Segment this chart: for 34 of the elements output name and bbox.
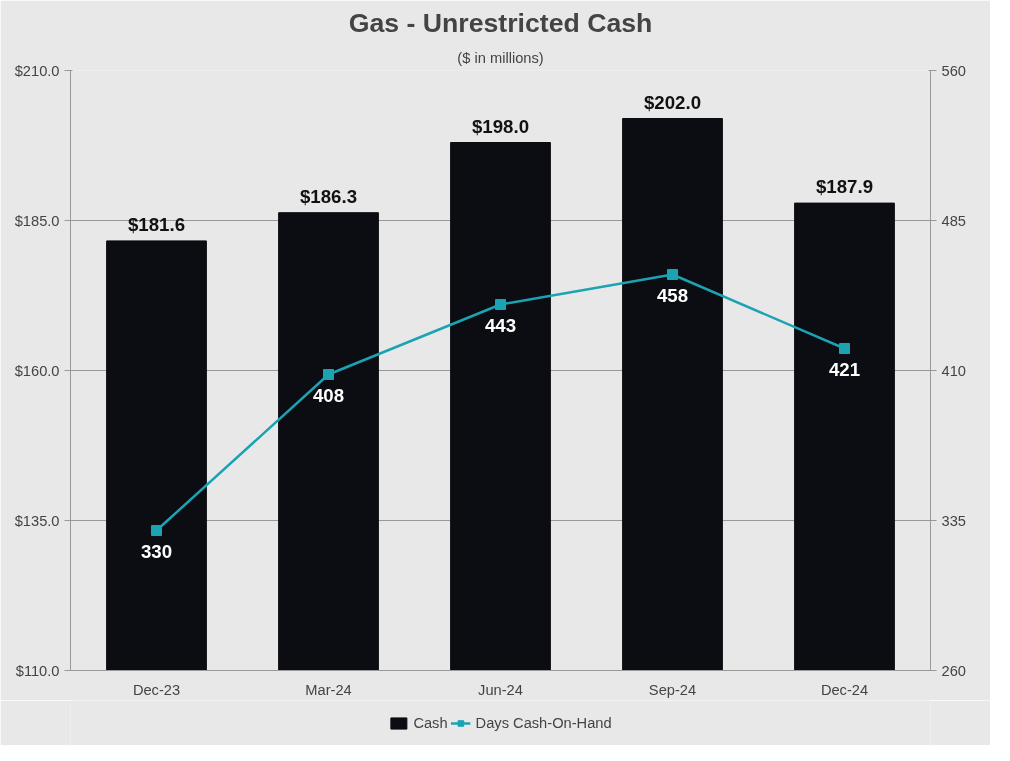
legend-label: Cash [413, 714, 448, 731]
point [151, 525, 162, 536]
chart-title: Gas - Unrestricted Cash [348, 7, 653, 38]
chart-subtitle: ($ in millions) [457, 49, 544, 66]
y2-tick-label: 560 [941, 62, 966, 79]
y2-tick-label: 485 [941, 212, 966, 229]
point [839, 343, 850, 354]
point [495, 299, 506, 310]
y-tick-label: $110.0 [15, 662, 60, 679]
data-label: 443 [484, 314, 517, 336]
x-tick-label: Sep-24 [648, 681, 697, 698]
x-tick-label: Dec-24 [820, 681, 869, 698]
y2-tick-label: 260 [941, 662, 966, 679]
y2-tick-label: 410 [941, 362, 966, 379]
y-tick-label: $210.0 [14, 62, 60, 79]
data-label: $186.3 [299, 185, 358, 207]
data-label: $202.0 [643, 91, 702, 113]
point [667, 269, 678, 280]
x-tick-label: Mar-24 [305, 681, 352, 698]
data-label: 408 [312, 384, 345, 406]
point [323, 369, 334, 380]
y2-tick-label: 335 [941, 512, 966, 529]
data-label: $187.9 [815, 176, 874, 198]
legend-label: Days Cash-On-Hand [475, 714, 612, 731]
data-label: $198.0 [471, 115, 530, 137]
data-label: 458 [656, 284, 689, 306]
y-tick-label: $160.0 [14, 362, 60, 379]
data-label: 421 [828, 358, 861, 380]
data-label: $181.6 [127, 213, 186, 235]
y-tick-label: $185.0 [14, 212, 60, 229]
x-tick-label: Dec-23 [132, 681, 181, 698]
data-label: 330 [140, 540, 173, 562]
y-tick-label: $135.0 [14, 512, 60, 529]
x-tick-label: Jun-24 [478, 681, 523, 698]
